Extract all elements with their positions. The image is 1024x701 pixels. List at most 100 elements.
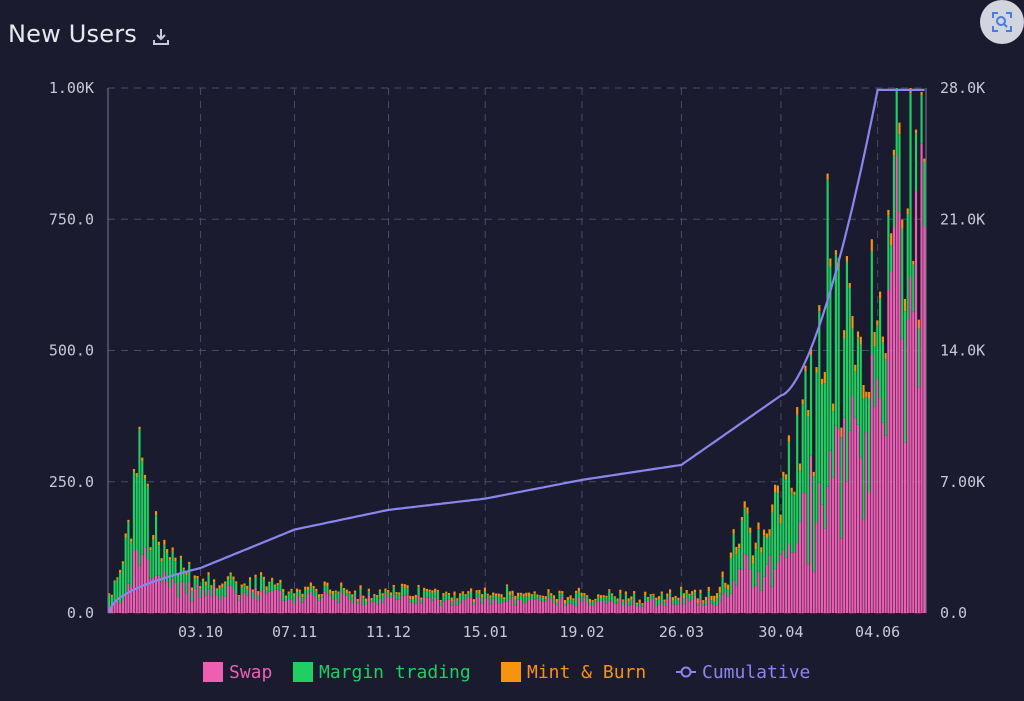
swap-bar	[862, 519, 865, 613]
margin-trading-bar	[514, 599, 517, 606]
margin-trading-bar	[541, 597, 545, 602]
mint-burn-bar	[326, 582, 329, 587]
mint-burn-bar	[544, 596, 547, 600]
swap-bar	[398, 599, 401, 613]
mint-burn-bar	[809, 348, 813, 355]
mint-burn-bar	[680, 586, 683, 590]
swap-bar	[610, 601, 614, 613]
mint-burn-bar	[362, 595, 365, 599]
swap-bar	[627, 605, 630, 613]
margin-trading-bar	[284, 597, 288, 601]
mint-burn-bar	[638, 599, 641, 603]
swap-bar	[351, 602, 354, 613]
margin-trading-bar	[895, 88, 898, 156]
swap-bar	[859, 457, 862, 613]
mint-burn-bar	[447, 592, 451, 596]
x-tick-label: 26.03	[659, 623, 704, 641]
mint-burn-bar	[259, 572, 263, 576]
margin-trading-bar	[132, 471, 136, 551]
margin-trading-bar	[182, 569, 185, 583]
mint-burn-bar	[856, 331, 860, 338]
margin-trading-bar	[185, 575, 188, 594]
mint-burn-bar	[237, 595, 241, 597]
mint-burn-bar	[660, 591, 663, 594]
mint-burn-bar	[646, 597, 650, 599]
mint-burn-bar	[575, 590, 578, 594]
margin-trading-bar	[610, 594, 614, 602]
mint-burn-bar	[815, 367, 818, 373]
margin-trading-bar	[624, 594, 627, 601]
swap-bar	[177, 597, 180, 613]
mint-burn-bar	[627, 598, 630, 602]
mint-burn-bar	[378, 589, 381, 591]
mint-burn-bar	[472, 599, 475, 603]
mint-burn-bar	[381, 593, 384, 596]
margin-trading-bar	[793, 495, 796, 553]
swap-bar	[608, 600, 611, 613]
margin-trading-bar	[760, 552, 763, 591]
margin-trading-bar	[550, 595, 553, 599]
mint-burn-bar	[246, 585, 249, 590]
margin-trading-bar	[240, 587, 243, 595]
mint-burn-bar	[754, 542, 757, 550]
swap-bar	[475, 597, 478, 613]
swap-bar	[649, 598, 652, 613]
swap-bar	[804, 493, 807, 613]
margin-trading-bar	[395, 594, 398, 600]
swap-bar	[774, 568, 777, 613]
swap-bar	[334, 598, 337, 613]
swap-bar	[812, 571, 815, 613]
swap-bar	[215, 595, 218, 613]
mint-burn-bar	[456, 598, 459, 601]
mint-burn-bar	[143, 474, 147, 479]
swap-bar	[760, 590, 763, 613]
swap-bar	[157, 575, 160, 613]
swap-bar	[259, 591, 263, 613]
mint-burn-bar	[804, 365, 807, 372]
margin-trading-bar	[470, 591, 473, 598]
swap-bar	[721, 594, 724, 613]
mint-burn-bar	[215, 588, 218, 590]
margin-trading-bar	[273, 586, 276, 590]
swap-bar	[887, 289, 890, 613]
margin-trading-bar	[304, 590, 307, 599]
margin-trading-bar	[519, 594, 522, 601]
swap-bar	[221, 596, 224, 613]
download-icon[interactable]	[150, 26, 172, 48]
margin-trading-bar	[867, 397, 871, 493]
margin-trading-bar	[199, 588, 202, 598]
mint-burn-bar	[218, 585, 221, 589]
margin-trading-bar	[599, 598, 603, 601]
x-tick-label: 04.06	[855, 623, 900, 641]
legend-swatch-2	[501, 662, 521, 682]
mint-burn-bar	[486, 593, 489, 596]
mint-burn-bar	[398, 592, 401, 595]
legend-label: Margin trading	[319, 662, 471, 683]
swap-bar	[458, 602, 462, 613]
mint-burn-bar	[141, 457, 144, 462]
image-search-button[interactable]	[980, 0, 1024, 44]
swap-bar	[793, 552, 796, 613]
swap-bar	[652, 598, 655, 613]
swap-bar	[353, 596, 357, 613]
mint-burn-bar	[351, 594, 354, 598]
mint-burn-bar	[613, 596, 616, 598]
margin-trading-bar	[500, 597, 503, 603]
mint-burn-bar	[566, 597, 569, 601]
swap-bar	[124, 592, 127, 613]
mint-burn-bar	[547, 589, 550, 593]
swap-bar	[517, 599, 520, 613]
margin-trading-bar	[702, 602, 705, 606]
margin-trading-bar	[561, 593, 564, 597]
margin-trading-bar	[221, 587, 224, 597]
mint-burn-bar	[751, 555, 755, 564]
margin-trading-bar	[464, 596, 467, 601]
margin-trading-bar	[657, 599, 661, 605]
margin-trading-bar	[152, 539, 155, 578]
margin-trading-bar	[685, 593, 688, 598]
mint-burn-bar	[848, 282, 851, 289]
margin-trading-bar	[856, 337, 860, 425]
mint-burn-bar	[787, 435, 790, 442]
mint-burn-bar	[859, 336, 862, 345]
margin-trading-bar	[876, 325, 879, 379]
